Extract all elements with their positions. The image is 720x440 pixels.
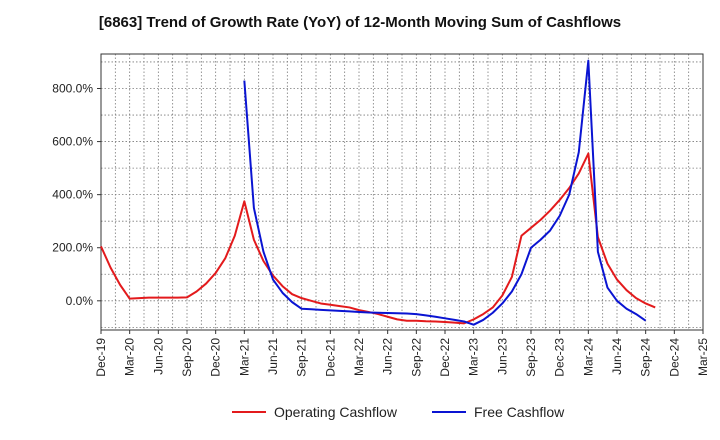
legend-label-operating-cashflow: Operating Cashflow	[274, 404, 397, 420]
legend-item-operating-cashflow: Operating Cashflow	[232, 404, 397, 420]
x-tick-label: Dec-20	[209, 338, 223, 377]
x-tick-label: Dec-21	[323, 338, 337, 377]
x-tick-label: Dec-24	[667, 338, 681, 377]
x-tick-label: Mar-24	[581, 338, 595, 376]
chart-title: [6863] Trend of Growth Rate (YoY) of 12-…	[98, 14, 622, 31]
x-tick-label: Jun-20	[151, 338, 165, 375]
x-tick-label: Sep-21	[295, 338, 309, 377]
x-tick-label: Jun-22	[381, 338, 395, 375]
y-tick-label: 0.0%	[66, 294, 94, 308]
x-tick-label: Jun-21	[266, 338, 280, 375]
x-tick-label: Sep-22	[409, 338, 423, 377]
x-tick-label: Mar-23	[467, 338, 481, 376]
x-tick-label: Sep-23	[524, 338, 538, 377]
x-tick-label: Mar-25	[696, 338, 710, 376]
series-line-operating-cashflow	[100, 152, 656, 325]
x-tick-label: Jun-24	[610, 338, 624, 375]
legend-item-free-cashflow: Free Cashflow	[432, 404, 564, 420]
y-tick-label: 800.0%	[52, 82, 93, 96]
x-tick-label: Mar-21	[237, 338, 251, 376]
y-tick-label: 200.0%	[52, 241, 93, 255]
x-tick-label: Mar-22	[352, 338, 366, 376]
legend-swatch-free-cashflow	[432, 411, 466, 413]
legend-label-free-cashflow: Free Cashflow	[474, 404, 565, 420]
x-tick-label: Mar-20	[123, 338, 137, 376]
y-tick-label: 400.0%	[52, 188, 93, 202]
plot-area-frame	[100, 53, 704, 331]
x-tick-label: Jun-23	[495, 338, 509, 375]
series-line-free-cashflow	[243, 59, 647, 326]
x-tick-label: Dec-22	[438, 338, 452, 377]
chart-legend: Operating Cashflow Free Cashflow	[0, 404, 720, 424]
x-tick-label: Dec-19	[94, 338, 108, 377]
legend-swatch-operating-cashflow	[232, 411, 266, 413]
x-tick-label: Sep-20	[180, 338, 194, 377]
x-tick-label: Sep-24	[639, 338, 653, 377]
y-tick-label: 600.0%	[52, 135, 93, 149]
x-tick-label: Dec-23	[553, 338, 567, 377]
